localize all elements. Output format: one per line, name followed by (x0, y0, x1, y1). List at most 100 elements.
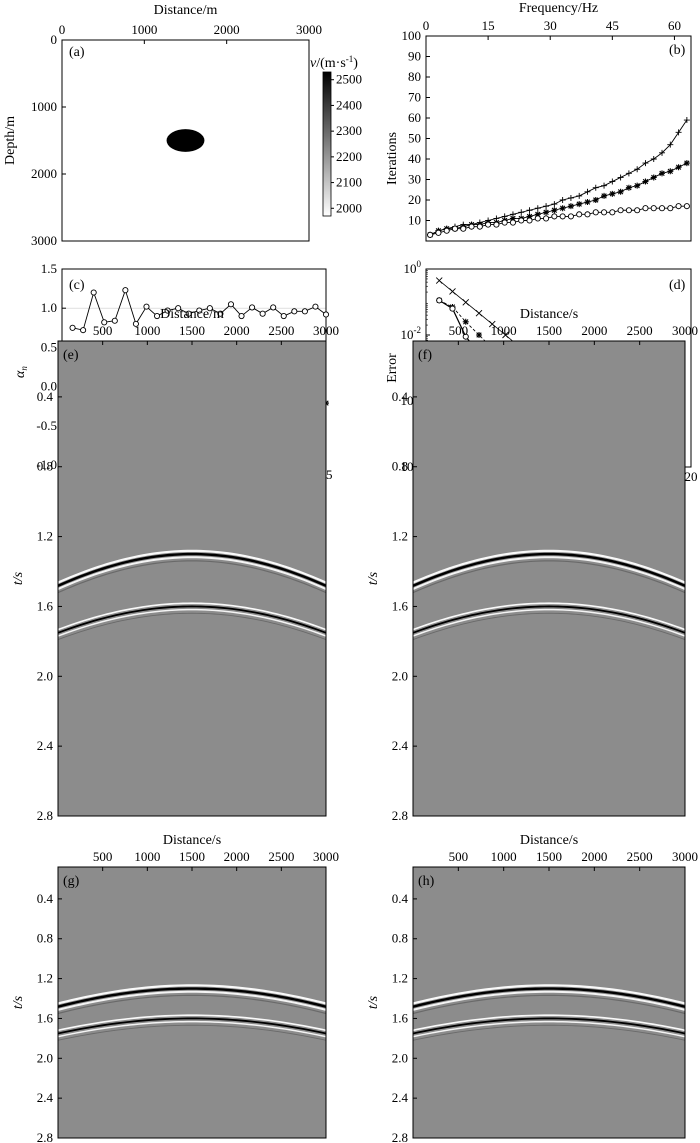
x-tick-label: 2500 (268, 323, 294, 338)
x-tick-label: 2000 (224, 849, 250, 864)
data-point (675, 129, 682, 136)
panel-b-frame (425, 35, 692, 242)
data-point (551, 213, 558, 220)
y-tick-label: 90 (408, 49, 421, 64)
data-point (609, 190, 616, 197)
y-tick-label: 1.2 (37, 971, 53, 986)
data-point (526, 217, 533, 224)
reflection-bottom-side-lobe (58, 602, 326, 631)
y-tick-label: 100 (402, 28, 422, 43)
reflection-bottom-side-lobe (413, 1020, 685, 1038)
seismic-background (58, 867, 326, 1138)
data-point (634, 182, 641, 189)
data-point (650, 205, 657, 212)
data-point (111, 317, 118, 324)
x-tick-label: 3000 (313, 323, 339, 338)
data-point (675, 203, 682, 210)
seismic-events (413, 984, 685, 1041)
colorbar-tick-label: 2200 (336, 149, 362, 164)
colorbar-tick-label: 2500 (336, 72, 362, 87)
data-point (153, 312, 161, 320)
reflection-top (413, 552, 685, 587)
y-tick-label: 2.0 (37, 1050, 53, 1065)
reflection-top-side-lobe (413, 990, 685, 1011)
x-tick-label: 1000 (134, 323, 160, 338)
x-tick-label: 2500 (627, 849, 653, 864)
x-tick-label: 500 (93, 323, 113, 338)
data-point (312, 303, 319, 310)
colorbar-label-unit: /(m·s (316, 56, 346, 71)
x-tick-label: 0 (423, 18, 430, 33)
reflection-bottom (58, 1017, 326, 1035)
reflection-top-ringing (58, 560, 326, 594)
y-axis-label: Depth/m (3, 116, 18, 165)
y-tick-label: 0.4 (37, 891, 54, 906)
data-point (259, 310, 266, 317)
data-point (526, 213, 533, 220)
reflection-bottom-side-lobe (58, 1020, 326, 1038)
y-tick-exp: -2 (414, 325, 422, 335)
reflection-bottom-ringing (58, 612, 326, 641)
x-axis-label: Distance/s (163, 833, 221, 848)
data-point (217, 310, 224, 317)
data-point (435, 277, 443, 284)
y-tick-label: 2.8 (392, 1130, 408, 1143)
data-point (683, 160, 690, 167)
data-point (185, 310, 192, 317)
data-point (551, 207, 558, 214)
data-point (543, 215, 550, 222)
x-tick-label: 2000 (581, 849, 607, 864)
data-point (462, 333, 469, 340)
x-tick-label: 1000 (131, 22, 157, 37)
data-point (475, 309, 483, 317)
data-point (576, 192, 583, 199)
data-point (625, 170, 632, 177)
x-tick-label: 1000 (491, 323, 517, 338)
data-point (559, 213, 566, 220)
reflection-top (58, 552, 326, 587)
y-tick-label: 30 (408, 172, 421, 187)
reflection-top-ringing (413, 560, 685, 594)
y-axis-label-sub: n (19, 366, 29, 371)
data-point (576, 211, 583, 218)
x-tick-label: 3000 (296, 22, 322, 37)
colorbar (322, 71, 332, 217)
x-tick-label: 45 (606, 18, 619, 33)
seismic-events (413, 549, 685, 641)
x-tick-label: 20 (685, 469, 698, 484)
data-point (301, 308, 308, 315)
y-tick-label: 2000 (31, 166, 57, 181)
y-tick-label: 10 (408, 213, 421, 228)
y-tick-label: 0.8 (37, 459, 53, 474)
x-tick-label: 3000 (672, 849, 698, 864)
data-point (576, 201, 583, 208)
y-tick-label: 1.5 (41, 261, 57, 276)
data-point (509, 215, 516, 222)
data-point (609, 209, 616, 216)
data-point (436, 297, 443, 304)
data-point (667, 168, 674, 175)
data-point (625, 184, 632, 191)
x-axis-label: Frequency/Hz (519, 1, 598, 16)
colorbar-label: v/(m·s-1) (310, 54, 358, 71)
data-point (642, 160, 649, 167)
data-point (80, 327, 87, 334)
y-axis-label: Error (385, 353, 400, 383)
x-tick-label: 500 (93, 849, 113, 864)
data-point (206, 305, 213, 312)
y-axis-label: Iterations (385, 132, 400, 185)
y-tick-exp: 0 (417, 259, 422, 269)
data-point (90, 289, 97, 296)
reflection-bottom-ringing (58, 1024, 326, 1041)
data-point (501, 219, 508, 226)
x-tick-label: 2000 (214, 22, 240, 37)
x-axis-label: Distance/m (160, 307, 224, 322)
reflection-top-ringing (413, 994, 685, 1015)
data-point (451, 225, 459, 232)
series-circle (69, 287, 330, 334)
reflection-bottom (413, 605, 685, 634)
y-tick-label: 0.8 (37, 931, 53, 946)
data-point (567, 194, 574, 201)
data-point (675, 164, 682, 171)
